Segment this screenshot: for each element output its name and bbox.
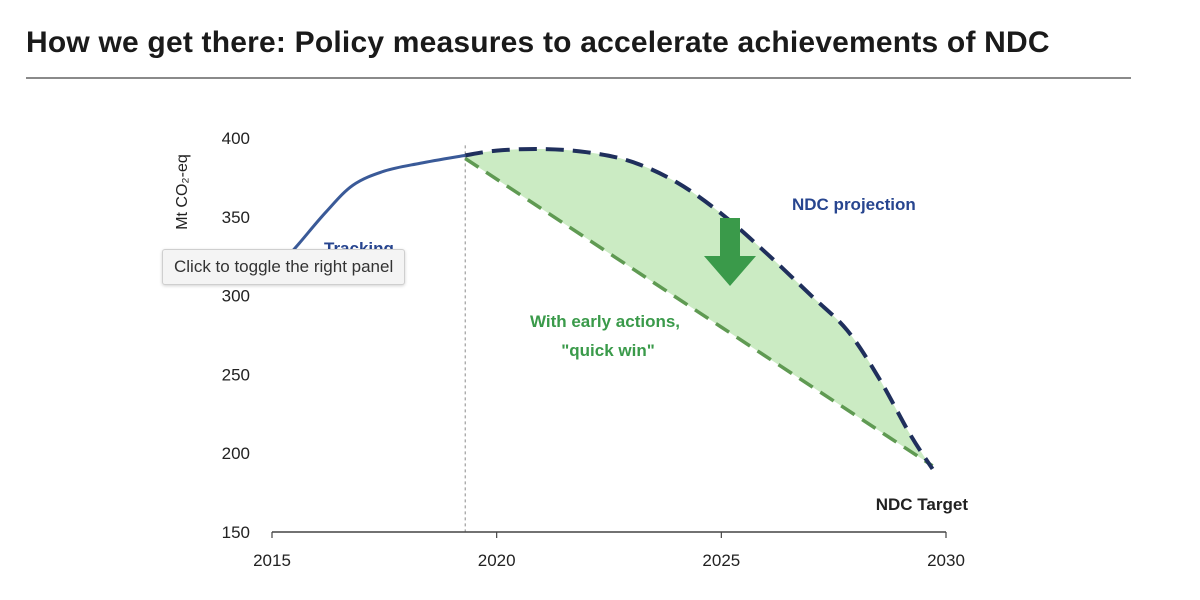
annotation-ndc-projection: NDC projection (792, 195, 916, 214)
x-tick-label-2030: 2030 (927, 551, 965, 570)
y-tick-label-150: 150 (222, 523, 250, 542)
reduction-arrow-icon (704, 218, 756, 286)
x-tick-label-2020: 2020 (478, 551, 516, 570)
annotation-early-actions: With early actions, (530, 312, 680, 331)
title-divider (26, 77, 1131, 79)
shaded-gap-layer (465, 148, 933, 469)
y-tick-label-350: 350 (222, 208, 250, 227)
shaded-gap-area (465, 148, 933, 469)
series-ndc-projection-line (464, 146, 935, 471)
y-axis-label: Mt CO₂-eq (174, 154, 191, 230)
arrow-layer (704, 218, 756, 286)
series-quick-win-line (464, 157, 934, 468)
y-tick-label-200: 200 (222, 444, 250, 463)
series-tracking-line (279, 153, 466, 266)
toggle-panel-tooltip: Click to toggle the right panel (162, 249, 406, 285)
annotation-quick-win: "quick win" (561, 341, 655, 360)
y-tick-label-250: 250 (222, 365, 250, 384)
axis-layer: 2015 2020 2025 2030 150 200 250 300 350 400 Mt CO₂… (174, 129, 965, 570)
series-layer (279, 146, 935, 471)
x-tick-label-2015: 2015 (253, 551, 291, 570)
y-tick-label-300: 300 (222, 287, 250, 306)
annotation-ndc-target: NDC Target (876, 495, 969, 514)
x-tick-label-2025: 2025 (702, 551, 740, 570)
slide-title: How we get there: Policy measures to acc… (26, 26, 1050, 59)
y-tick-label-400: 400 (222, 129, 250, 148)
